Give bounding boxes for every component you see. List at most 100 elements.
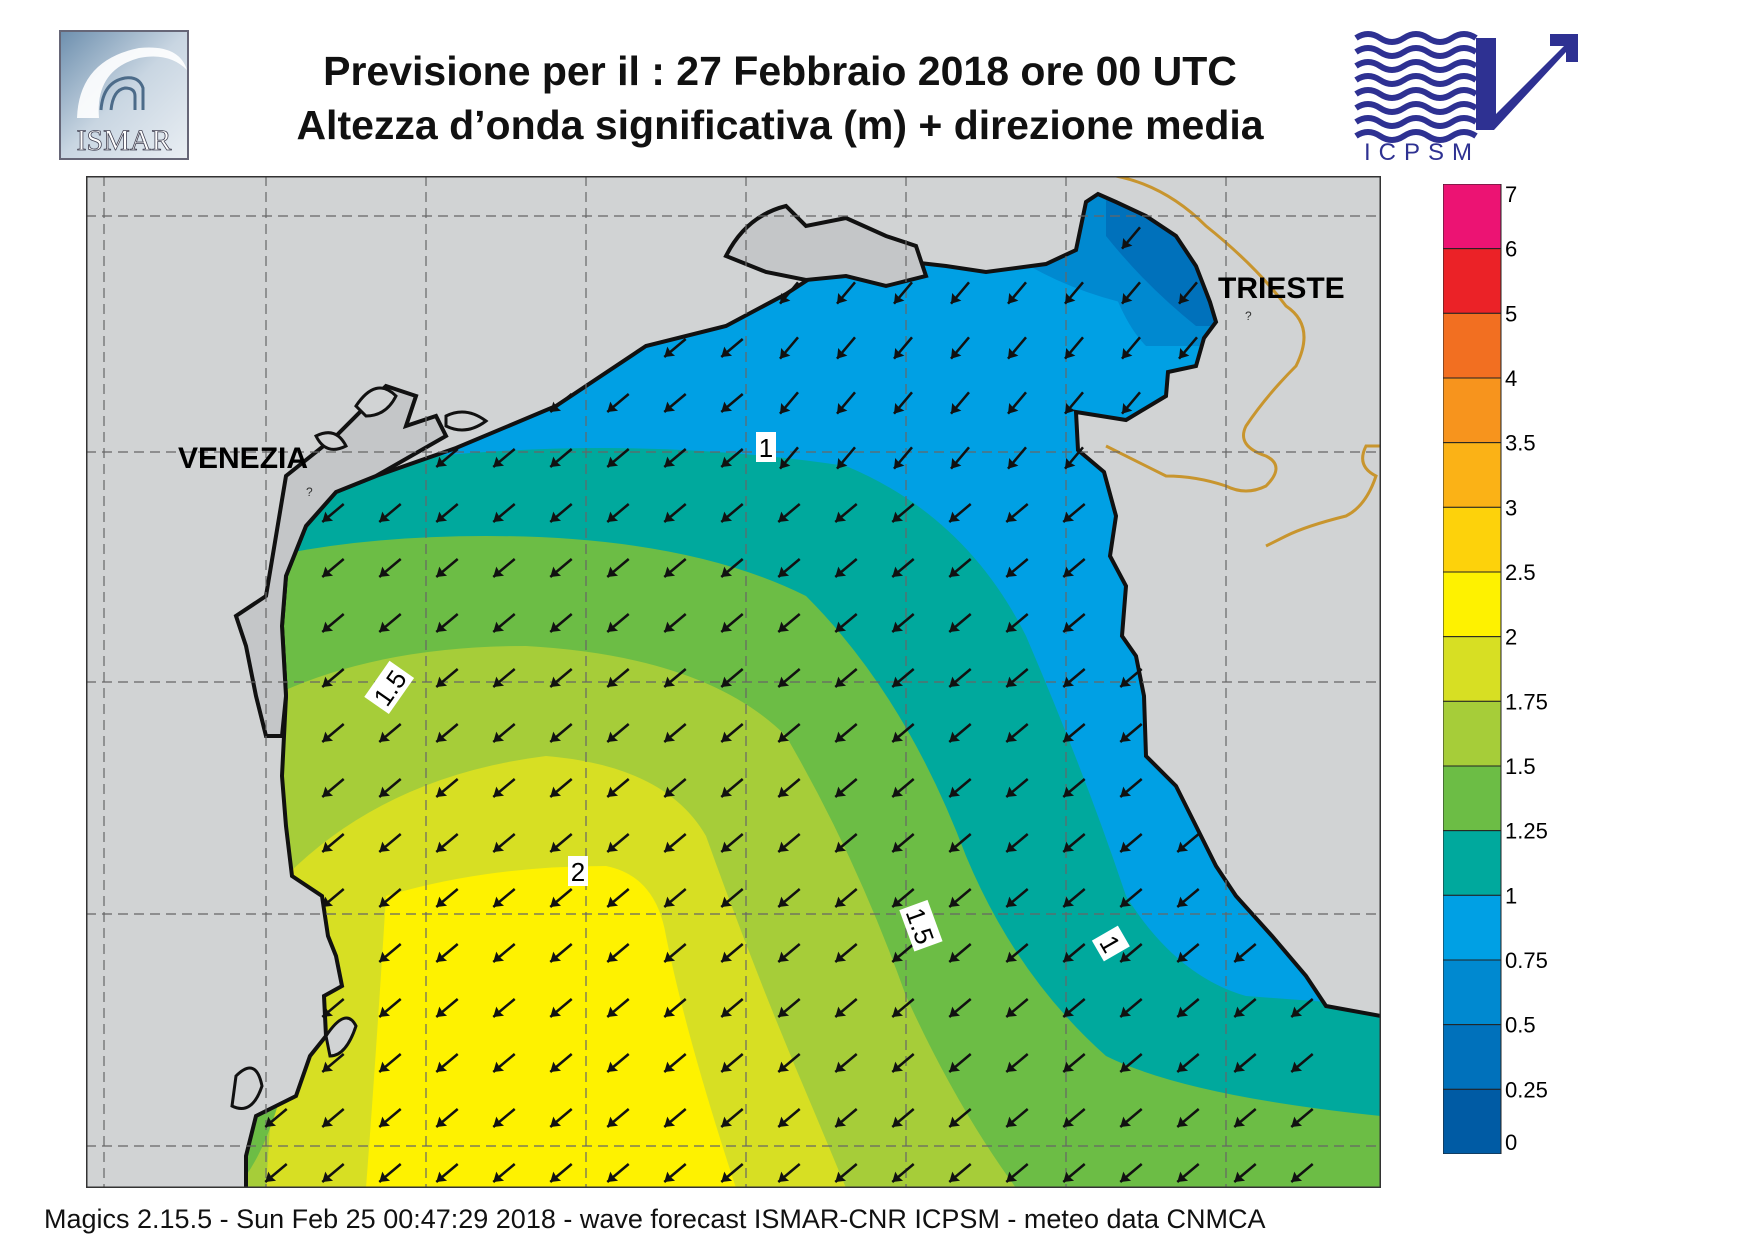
colorbar-tick-label: 2.5 bbox=[1505, 560, 1536, 585]
wave-direction-arrow bbox=[1290, 1108, 1314, 1128]
wave-direction-arrow bbox=[1290, 1053, 1314, 1073]
wave-direction-arrow bbox=[378, 943, 402, 963]
wave-direction-arrow bbox=[720, 558, 744, 578]
wave-direction-arrow bbox=[492, 668, 516, 688]
wave-direction-arrow bbox=[1233, 1163, 1257, 1183]
wave-direction-arrow bbox=[1062, 1108, 1086, 1128]
wave-direction-arrow bbox=[891, 613, 915, 633]
wave-direction-arrow bbox=[891, 1163, 915, 1183]
wave-direction-arrow bbox=[1119, 668, 1143, 688]
wave-direction-arrow bbox=[1062, 778, 1086, 798]
wave-direction-arrow bbox=[891, 778, 915, 798]
wave-direction-arrow bbox=[1119, 778, 1143, 798]
wave-direction-arrow bbox=[834, 613, 858, 633]
colorbar-tick-label: 0.75 bbox=[1505, 948, 1548, 973]
wave-direction-arrow bbox=[1233, 1108, 1257, 1128]
wave-direction-arrow bbox=[720, 668, 744, 688]
wave-direction-arrow bbox=[549, 393, 573, 413]
map-title: Previsione per il : 27 Febbraio 2018 ore… bbox=[220, 44, 1340, 152]
wave-direction-arrow bbox=[606, 448, 630, 468]
wave-direction-arrow bbox=[777, 723, 801, 743]
wave-direction-arrow bbox=[1119, 1163, 1143, 1183]
wave-direction-arrow bbox=[779, 391, 799, 415]
wave-direction-arrow bbox=[1062, 833, 1086, 853]
wave-direction-arrow bbox=[1005, 1108, 1029, 1128]
wave-direction-arrows bbox=[264, 226, 1314, 1183]
wave-direction-arrow bbox=[549, 558, 573, 578]
wave-direction-arrow bbox=[492, 1163, 516, 1183]
wave-direction-arrow bbox=[1176, 833, 1200, 853]
wave-direction-arrow bbox=[321, 1163, 345, 1183]
wave-direction-arrow bbox=[1121, 226, 1141, 250]
place-venezia: VENEZIA bbox=[178, 442, 308, 475]
colorbar-swatch bbox=[1443, 894, 1502, 961]
colorbar-swatch bbox=[1443, 248, 1502, 314]
title-line-1: Previsione per il : 27 Febbraio 2018 ore… bbox=[323, 48, 1237, 94]
wave-direction-arrow bbox=[891, 668, 915, 688]
wave-direction-arrow bbox=[663, 503, 687, 523]
wave-direction-arrow bbox=[378, 833, 402, 853]
wave-direction-arrow bbox=[1064, 446, 1084, 470]
wave-direction-arrow bbox=[606, 833, 630, 853]
wave-direction-arrow bbox=[1005, 888, 1029, 908]
wave-direction-arrow bbox=[435, 778, 459, 798]
wave-direction-arrow bbox=[663, 998, 687, 1018]
colorbar-tick-label: 1 bbox=[1505, 883, 1517, 908]
wave-direction-arrow bbox=[321, 668, 345, 688]
wave-direction-arrow bbox=[720, 943, 744, 963]
wave-direction-arrow bbox=[1005, 613, 1029, 633]
wave-direction-arrow bbox=[663, 1108, 687, 1128]
colorbar-tick-label: 6 bbox=[1505, 237, 1517, 262]
wave-direction-arrow bbox=[777, 943, 801, 963]
wave-direction-arrow bbox=[948, 558, 972, 578]
wave-direction-arrow bbox=[321, 833, 345, 853]
wave-direction-arrow bbox=[891, 833, 915, 853]
wave-direction-arrow bbox=[777, 998, 801, 1018]
title-line-2: Altezza d’onda significativa (m) + direz… bbox=[296, 102, 1264, 148]
wave-direction-arrow bbox=[663, 393, 687, 413]
wave-direction-arrow bbox=[1062, 943, 1086, 963]
wave-direction-arrow bbox=[492, 833, 516, 853]
wave-direction-arrow bbox=[777, 613, 801, 633]
wave-direction-arrow bbox=[435, 503, 459, 523]
wave-direction-arrow bbox=[549, 833, 573, 853]
wave-direction-arrow bbox=[435, 723, 459, 743]
wave-direction-arrow bbox=[1176, 1108, 1200, 1128]
wave-direction-arrow bbox=[777, 668, 801, 688]
wave-direction-arrow bbox=[777, 1053, 801, 1073]
colorbar-swatch bbox=[1443, 1088, 1502, 1154]
wave-direction-arrow bbox=[1005, 833, 1029, 853]
wave-direction-arrow bbox=[893, 391, 913, 415]
wave-direction-arrow bbox=[1178, 281, 1198, 305]
wave-direction-arrow bbox=[663, 558, 687, 578]
wave-direction-arrow bbox=[1119, 888, 1143, 908]
wave-direction-arrow bbox=[891, 1108, 915, 1128]
wave-direction-arrow bbox=[720, 1163, 744, 1183]
wave-direction-arrow bbox=[836, 391, 856, 415]
wave-direction-arrow bbox=[1119, 998, 1143, 1018]
wave-direction-arrow bbox=[720, 1053, 744, 1073]
colorbar-tick-label: 1.5 bbox=[1505, 754, 1536, 779]
wave-direction-arrow bbox=[1005, 1053, 1029, 1073]
wave-direction-arrow bbox=[663, 1053, 687, 1073]
svg-text:?: ? bbox=[306, 485, 313, 499]
wave-direction-arrow bbox=[720, 778, 744, 798]
wave-direction-arrow bbox=[1119, 1108, 1143, 1128]
wave-direction-arrow bbox=[606, 393, 630, 413]
contour-label-1-north: 1 bbox=[756, 432, 776, 463]
wave-direction-arrow bbox=[1176, 998, 1200, 1018]
wave-direction-arrow bbox=[1007, 336, 1027, 360]
wave-direction-arrow bbox=[1005, 778, 1029, 798]
wave-direction-arrow bbox=[777, 833, 801, 853]
wave-direction-arrow bbox=[1062, 998, 1086, 1018]
wave-direction-arrow bbox=[549, 448, 573, 468]
wave-direction-arrow bbox=[435, 1053, 459, 1073]
wave-direction-arrow bbox=[492, 1108, 516, 1128]
wave-direction-arrow bbox=[1062, 558, 1086, 578]
wave-direction-arrow bbox=[777, 1108, 801, 1128]
wave-direction-arrow bbox=[834, 668, 858, 688]
wave-direction-arrow bbox=[378, 1108, 402, 1128]
wave-direction-arrow bbox=[1062, 668, 1086, 688]
wave-direction-arrow bbox=[606, 668, 630, 688]
wave-direction-arrow bbox=[663, 943, 687, 963]
